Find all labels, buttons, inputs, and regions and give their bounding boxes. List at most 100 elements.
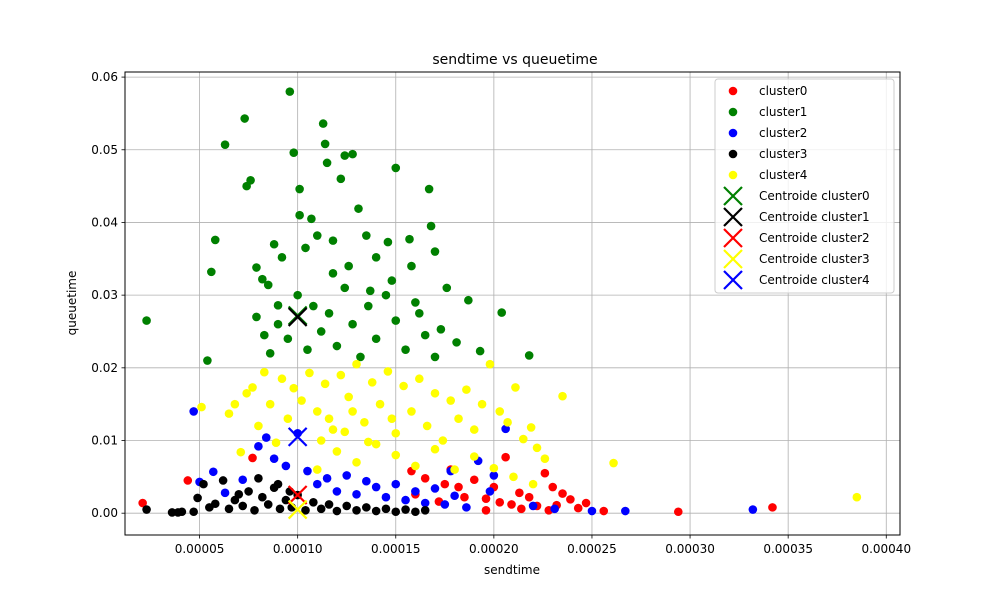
- cluster3-point: [224, 504, 234, 514]
- cluster1-point: [424, 184, 434, 194]
- cluster1-point: [401, 345, 410, 354]
- cluster2-point: [269, 454, 279, 463]
- centroid-markers: [287, 305, 308, 520]
- cluster3-point: [254, 474, 263, 483]
- cluster1-point: [273, 319, 283, 329]
- cluster4-point: [283, 414, 293, 424]
- cluster0-point: [501, 452, 510, 462]
- cluster4-point: [336, 370, 346, 380]
- cluster3-point: [342, 501, 352, 511]
- cluster3-point: [234, 489, 244, 499]
- legend-swatch-Centroide-cluster2-stroke-b: [723, 228, 743, 248]
- cluster2-point: [332, 487, 342, 496]
- cluster4-point: [526, 423, 536, 432]
- cluster3-point: [281, 495, 291, 505]
- centroid-marker-4-stroke-b: [287, 427, 308, 447]
- cluster4-point: [454, 414, 463, 424]
- legend-label: cluster3: [759, 147, 807, 161]
- cluster0-point: [460, 492, 469, 502]
- x-tick-label: 0.00040: [861, 542, 911, 556]
- x-axis-ticks: 0.00005 0.00010 0.00015 0.00020 0.00025 0.000…: [175, 535, 911, 556]
- cluster2-point: [281, 461, 291, 471]
- cluster2-point: [621, 506, 630, 516]
- cluster3-point: [199, 479, 208, 489]
- cluster2-point: [489, 471, 499, 480]
- cluster1-point: [387, 276, 397, 285]
- legend-swatch-cluster3: [728, 149, 738, 159]
- cluster1-point: [430, 352, 440, 362]
- cluster0-point: [673, 507, 683, 517]
- legend-label: Centroide cluster4: [759, 273, 870, 287]
- legend-label: Centroide cluster2: [759, 231, 870, 245]
- legend-swatch-cluster1: [728, 107, 738, 117]
- centroid-marker-2-stroke-b: [287, 485, 308, 505]
- cluster1-point: [354, 204, 363, 213]
- cluster0-point: [481, 494, 491, 503]
- cluster4-point: [407, 407, 416, 416]
- cluster4-point: [224, 409, 234, 418]
- chart-title: sendtime vs queuetime: [432, 52, 597, 68]
- legend-swatch-Centroide-cluster3-stroke-b: [723, 249, 743, 269]
- cluster1-point: [320, 139, 330, 149]
- legend-label: cluster2: [759, 126, 807, 140]
- y-tick-label: 0.01: [91, 434, 118, 448]
- centroid-marker-3: [287, 499, 308, 520]
- cluster1-point: [344, 261, 353, 271]
- cluster4-point: [197, 402, 206, 412]
- cluster4-point: [265, 399, 275, 409]
- cluster4-point: [312, 465, 322, 474]
- cluster1-point: [203, 356, 212, 365]
- cluster0-point: [440, 479, 450, 489]
- cluster4-point: [399, 381, 408, 391]
- cluster4-point: [277, 374, 287, 384]
- cluster4-point: [446, 396, 455, 405]
- cluster1-point: [307, 214, 316, 224]
- cluster1-point: [277, 253, 287, 262]
- cluster4-point: [430, 444, 440, 454]
- legend-swatch-Centroide-cluster4-stroke-b: [723, 270, 743, 290]
- cluster0-point: [495, 497, 505, 507]
- cluster4-point: [609, 458, 618, 468]
- cluster1-point: [436, 325, 446, 334]
- legend-swatch-Centroide-cluster0-stroke-b: [723, 186, 743, 206]
- cluster4-point: [371, 439, 381, 449]
- legend-swatch-cluster0: [728, 86, 738, 96]
- cluster3-point: [258, 492, 267, 502]
- cluster4-point: [320, 379, 330, 389]
- cluster4-point: [430, 388, 440, 398]
- legend-swatch-Centroide-cluster3: [723, 249, 743, 269]
- centroid-marker-1: [287, 307, 308, 327]
- cluster4-point: [462, 385, 471, 394]
- cluster4-point: [509, 472, 518, 482]
- cluster3-point: [189, 507, 198, 517]
- cluster2-point: [352, 489, 361, 499]
- centroid-marker-1-stroke-b: [287, 307, 308, 327]
- cluster3-point: [238, 501, 248, 511]
- cluster1-point: [324, 309, 334, 318]
- cluster1-point: [348, 149, 357, 159]
- cluster4-point: [367, 378, 377, 387]
- cluster2-point: [208, 467, 218, 477]
- cluster0-point: [420, 474, 430, 483]
- cluster1-point: [405, 234, 414, 244]
- cluster3-point: [273, 479, 283, 489]
- cluster4-point: [532, 443, 542, 453]
- cluster2-point: [411, 487, 420, 496]
- cluster0-point: [183, 476, 193, 485]
- cluster3-point: [309, 497, 318, 507]
- cluster4-point: [352, 458, 361, 467]
- cluster1-point: [340, 151, 350, 160]
- cluster4-point: [558, 391, 567, 401]
- cluster2-point: [312, 479, 322, 489]
- cluster1-point: [142, 316, 151, 325]
- cluster1-point: [269, 239, 279, 249]
- cluster3-point: [362, 503, 371, 512]
- cluster0-point: [248, 453, 257, 463]
- y-axis-ticks: 0.00 0.01 0.02 0.03 0.04 0.05 0.06: [91, 70, 125, 520]
- cluster0-point: [507, 500, 516, 509]
- cluster1-point: [258, 274, 267, 284]
- cluster2-point: [342, 471, 352, 480]
- y-tick-label: 0.02: [91, 361, 118, 375]
- cluster2-point: [748, 505, 758, 514]
